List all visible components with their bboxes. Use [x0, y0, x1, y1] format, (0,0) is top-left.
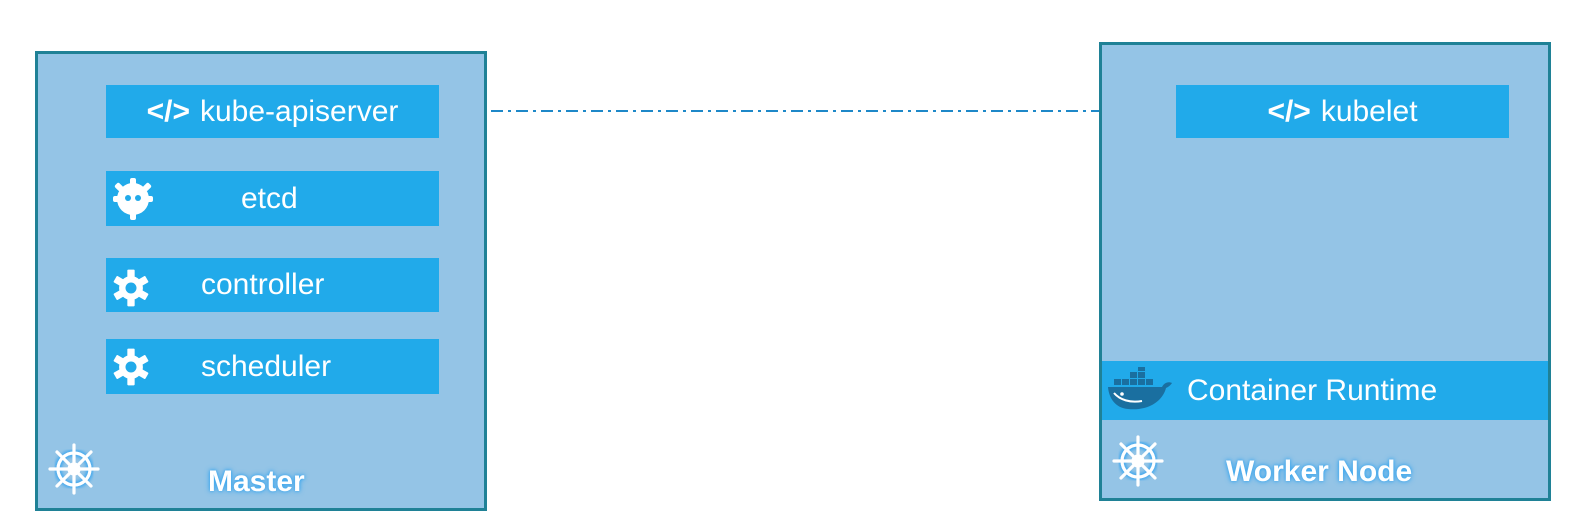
scheduler-label: scheduler — [201, 349, 332, 383]
etcd-icon — [113, 178, 153, 220]
worker-node-title: Worker Node — [1226, 455, 1413, 488]
kubelet-box[interactable]: </> kubelet — [1176, 85, 1509, 138]
kubelet-label: kubelet — [1320, 94, 1418, 128]
kubernetes-helm-icon — [1112, 435, 1164, 487]
docker-whale-icon — [1108, 367, 1172, 410]
etcd-box[interactable]: etcd — [106, 171, 439, 226]
gear-icon — [113, 269, 149, 307]
container-runtime-label: Container Runtime — [1187, 373, 1438, 407]
master-title: Master — [208, 465, 305, 498]
gear-icon — [113, 348, 149, 386]
code-icon: </> — [1267, 94, 1311, 128]
kube-apiserver-box[interactable]: </> kube-apiserver — [106, 85, 439, 138]
etcd-label: etcd — [241, 181, 298, 215]
kubernetes-helm-icon — [48, 443, 100, 495]
controller-label: controller — [201, 268, 325, 301]
code-icon: </> — [146, 94, 190, 128]
kube-apiserver-label: kube-apiserver — [199, 94, 399, 128]
container-runtime-box[interactable]: Container Runtime — [1102, 361, 1548, 420]
controller-box[interactable]: controller — [106, 258, 439, 312]
scheduler-box[interactable]: scheduler — [106, 339, 439, 394]
